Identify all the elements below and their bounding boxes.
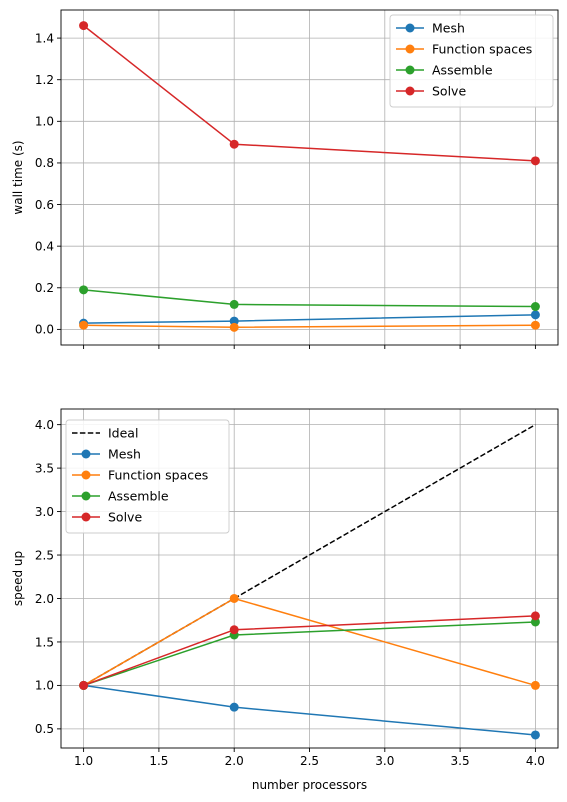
y-tick-label: 3.5 (35, 461, 54, 475)
data-point-mesh (530, 730, 540, 740)
y-tick-label: 1.0 (35, 115, 54, 129)
y-tick-label: 0.0 (35, 323, 54, 337)
legend: Ideal Mesh Function spaces Assemble Solve (65, 419, 230, 534)
legend-marker-solve (405, 86, 415, 96)
legend-marker-function-spaces (81, 470, 91, 480)
y-tick-label: 0.4 (35, 239, 54, 253)
y-tick-label: 0.5 (35, 722, 54, 736)
data-point-function-spaces (229, 593, 239, 603)
data-point-solve (530, 611, 540, 621)
y-tick-label: 1.0 (35, 679, 54, 693)
y-tick-label: 0.6 (35, 198, 54, 212)
y-tick-label: 1.4 (35, 31, 54, 45)
data-point-solve (79, 21, 89, 31)
x-tick-label: 4.0 (526, 754, 545, 768)
data-point-mesh (229, 316, 239, 326)
x-tick-label: 2.0 (225, 754, 244, 768)
legend-marker-mesh (405, 23, 415, 33)
data-point-function-spaces (530, 680, 540, 690)
data-point-solve (530, 156, 540, 166)
legend-label-assemble: Assemble (108, 489, 169, 504)
y-axis-label: speed up (11, 551, 25, 606)
x-tick-label: 2.5 (300, 754, 319, 768)
data-point-function-spaces (530, 320, 540, 330)
legend-label-solve: Solve (108, 510, 142, 525)
wall-time-chart: 0.0 0.2 0.4 0.6 0.8 1.0 1.2 1.4 wall time (s) Mes… (11, 9, 559, 349)
legend-label-function-spaces: Function spaces (108, 468, 208, 483)
y-tick-label: 4.0 (35, 418, 54, 432)
legend-marker-assemble (81, 491, 91, 501)
y-tick-label: 1.2 (35, 73, 54, 87)
data-point-assemble (79, 285, 89, 295)
data-point-function-spaces (79, 320, 89, 330)
x-axis-label: number processors (252, 778, 367, 792)
x-tick-label: 1.0 (74, 754, 93, 768)
legend-marker-mesh (81, 449, 91, 459)
legend-label-function-spaces: Function spaces (432, 42, 532, 57)
data-point-solve (229, 625, 239, 635)
y-tick-label: 1.5 (35, 635, 54, 649)
data-point-function-spaces (229, 322, 239, 332)
y-axis-label: wall time (s) (11, 140, 25, 214)
y-tick-label: 3.0 (35, 505, 54, 519)
x-tick-label: 3.5 (451, 754, 470, 768)
y-tick-label: 0.2 (35, 281, 54, 295)
x-tick-label: 3.0 (375, 754, 394, 768)
legend-box (65, 419, 230, 534)
legend: Mesh Function spaces Assemble Solve (389, 14, 554, 108)
legend-label-mesh: Mesh (432, 21, 465, 36)
series-solve (79, 21, 540, 166)
speed-up-chart: 1.0 1.5 2.0 2.5 3.0 3.5 4.0 0.5 1.0 1.5 2.0 2.5 3.0 3… (11, 408, 559, 792)
data-point-solve (229, 139, 239, 149)
legend-marker-solve (81, 512, 91, 522)
data-point-assemble (530, 302, 540, 312)
legend-label-solve: Solve (432, 84, 466, 99)
series-function-spaces (79, 320, 540, 332)
legend-marker-function-spaces (405, 44, 415, 54)
data-point-mesh (229, 702, 239, 712)
data-point-mesh (530, 310, 540, 320)
y-tick-label: 0.8 (35, 156, 54, 170)
legend-label-assemble: Assemble (432, 63, 493, 78)
y-tick-label: 2.5 (35, 548, 54, 562)
legend-label-mesh: Mesh (108, 447, 141, 462)
data-point-assemble (229, 299, 239, 309)
legend-label-ideal: Ideal (108, 426, 138, 441)
series-solve (79, 611, 540, 690)
x-tick-label: 1.5 (149, 754, 168, 768)
legend-box (389, 14, 554, 108)
y-tick-label: 2.0 (35, 592, 54, 606)
legend-marker-assemble (405, 65, 415, 75)
data-point-solve (79, 680, 89, 690)
series-assemble (79, 285, 540, 312)
